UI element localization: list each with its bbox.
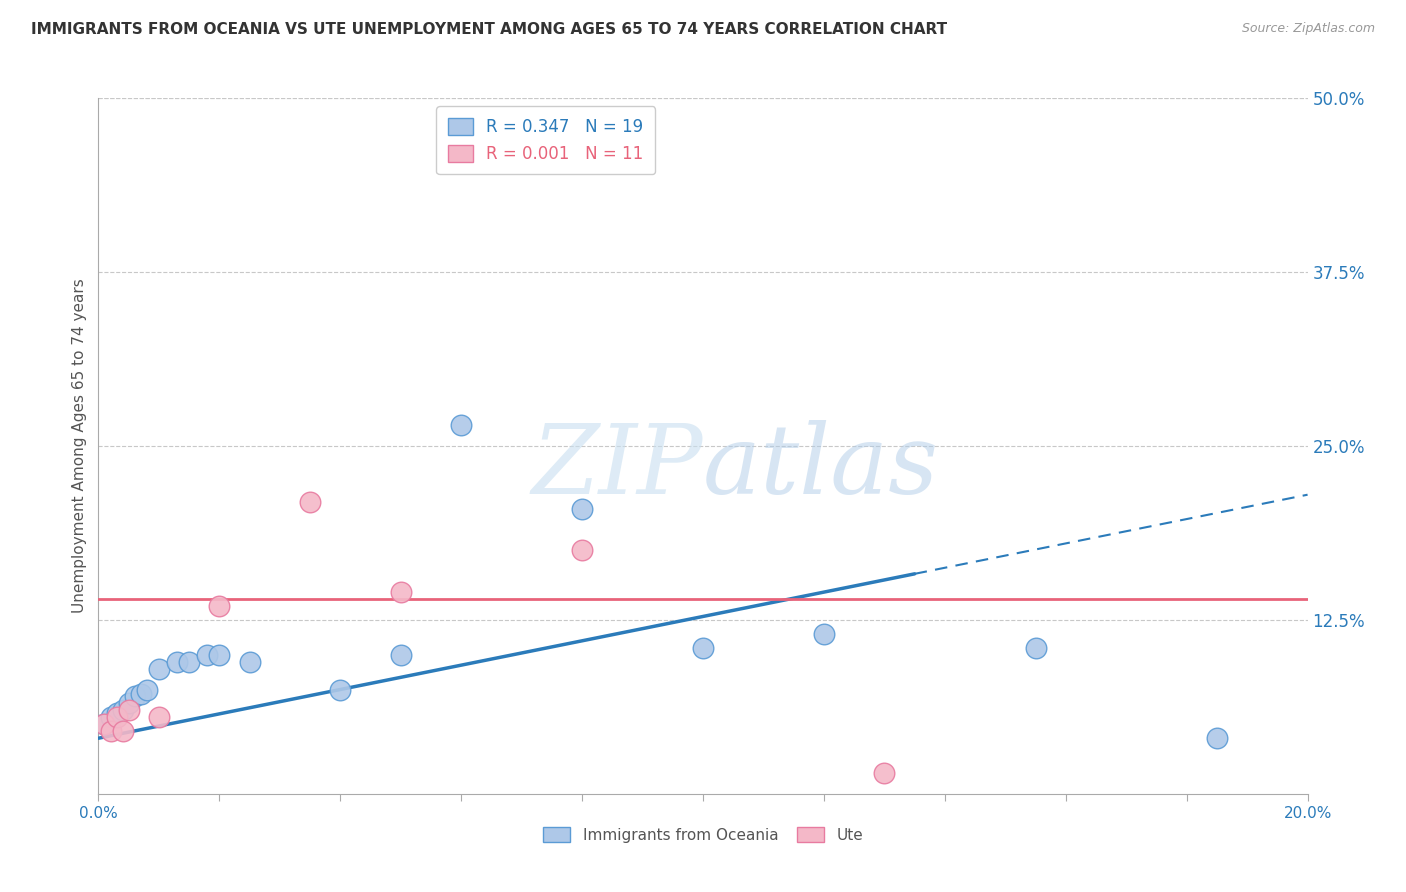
Point — [239, 655, 262, 669]
Text: Source: ZipAtlas.com: Source: ZipAtlas.com — [1241, 22, 1375, 36]
Point — [135, 682, 157, 697]
Point — [93, 717, 115, 731]
Point — [93, 717, 115, 731]
Point — [389, 648, 412, 662]
Point — [100, 710, 122, 724]
Point — [299, 494, 322, 508]
Point — [195, 648, 218, 662]
Point — [571, 501, 593, 516]
Point — [111, 703, 134, 717]
Point — [208, 648, 231, 662]
Point — [1206, 731, 1229, 746]
Y-axis label: Unemployment Among Ages 65 to 74 years: Unemployment Among Ages 65 to 74 years — [72, 278, 87, 614]
Point — [148, 710, 170, 724]
Point — [873, 766, 896, 780]
Point — [129, 687, 152, 701]
Point — [118, 697, 141, 711]
Text: atlas: atlas — [703, 420, 939, 514]
Point — [571, 543, 593, 558]
Point — [100, 724, 122, 739]
Text: ZIP: ZIP — [531, 420, 703, 514]
Text: IMMIGRANTS FROM OCEANIA VS UTE UNEMPLOYMENT AMONG AGES 65 TO 74 YEARS CORRELATIO: IMMIGRANTS FROM OCEANIA VS UTE UNEMPLOYM… — [31, 22, 948, 37]
Point — [179, 655, 201, 669]
Point — [1024, 640, 1046, 655]
Point — [111, 724, 134, 739]
Point — [389, 585, 412, 599]
Point — [166, 655, 188, 669]
Point — [692, 640, 714, 655]
Legend: Immigrants from Oceania, Ute: Immigrants from Oceania, Ute — [537, 822, 869, 849]
Point — [105, 706, 128, 721]
Point — [813, 627, 835, 641]
Point — [124, 690, 146, 704]
Point — [148, 662, 170, 676]
Point — [118, 703, 141, 717]
Point — [329, 682, 352, 697]
Point — [105, 710, 128, 724]
Point — [208, 599, 231, 613]
Point — [450, 418, 472, 433]
